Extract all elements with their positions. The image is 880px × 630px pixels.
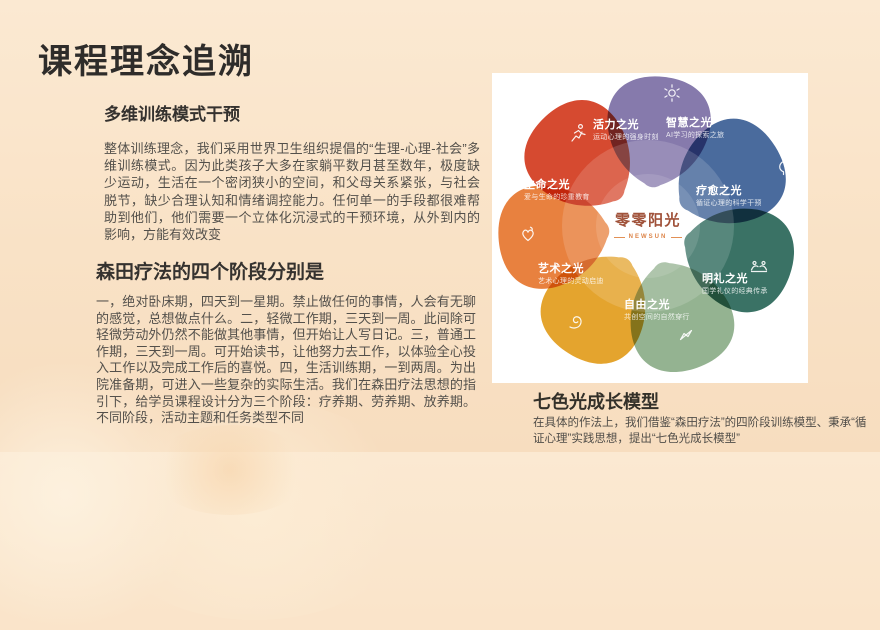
- petal-freedom: [630, 262, 735, 372]
- gear-flower-icon: [662, 83, 682, 103]
- brand-rule-right: [671, 236, 683, 238]
- pinwheel-icon: [676, 325, 696, 345]
- page-title: 课程理念追溯: [38, 43, 254, 81]
- brand-rule-left: [613, 236, 625, 238]
- brand-name-en: NEWSUN: [628, 234, 668, 240]
- spiral-brush-icon: [566, 311, 586, 331]
- brand-name-en-row: NEWSUN: [600, 234, 696, 240]
- seven-petal-flower-diagram: [498, 76, 794, 372]
- background-blob: [90, 400, 420, 620]
- brand-logo: 零零阳光 NEWSUN: [600, 209, 696, 240]
- section-heading-multidimensional: 多维训练模式干预: [104, 105, 240, 124]
- diagram-card: 智慧之光 AI学习的探索之旅 疗愈之光 循证心理的科学干预 明礼之光 国学礼仪的经典传承自…: [492, 73, 808, 383]
- section-body-morita-stages: 一，绝对卧床期，四天到一星期。禁止做任何的事情，人会有无聊的感觉，总想做点什么。…: [96, 294, 476, 426]
- mind-gears-icon: [776, 157, 796, 177]
- caption-heading: 七色光成长模型: [533, 392, 659, 412]
- section-heading-morita-stages: 森田疗法的四个阶段分别是: [96, 262, 325, 283]
- background-blob: [150, 425, 310, 515]
- runner-icon: [568, 123, 588, 143]
- caption-body: 在具体的作法上，我们借鉴“森田疗法”的四阶段训练模型、秉承“循证心理”实践思想，…: [533, 417, 867, 445]
- section-body-multidimensional: 整体训练理念，我们采用世界卫生组织提倡的“生理-心理-社会”多维训练模式。因为此…: [104, 141, 480, 243]
- petal-vitality: [524, 100, 630, 206]
- petal-art: [540, 256, 646, 364]
- heart-leaf-icon: [518, 224, 538, 244]
- petal-life: [498, 185, 610, 289]
- bowing-people-icon: [749, 254, 769, 274]
- petal-healing: [678, 118, 786, 224]
- brand-name-cn: 零零阳光: [614, 212, 681, 229]
